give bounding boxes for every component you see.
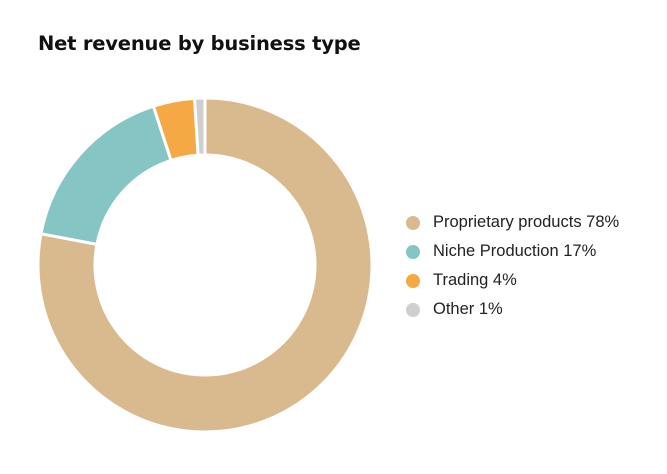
legend-swatch-icon	[406, 215, 420, 230]
donut-slice-proprietary-products	[36, 96, 374, 434]
donut-slices	[36, 96, 374, 434]
legend-swatch-icon	[406, 244, 420, 259]
legend-label: Trading 4%	[433, 271, 517, 289]
legend-label: Niche Production 17%	[433, 242, 597, 260]
donut-slice-niche-production	[39, 104, 173, 247]
legend-item-niche-production: Niche Production 17%	[406, 237, 619, 266]
donut-slice-other	[192, 96, 207, 157]
legend-item-proprietary-products: Proprietary products 78%	[406, 208, 619, 237]
legend-label: Other 1%	[433, 300, 503, 318]
legend: Proprietary products 78% Niche Productio…	[406, 208, 619, 324]
legend-swatch-icon	[406, 302, 420, 317]
chart-title: Net revenue by business type	[38, 32, 361, 55]
legend-label: Proprietary products 78%	[433, 213, 620, 231]
legend-item-trading: Trading 4%	[406, 266, 619, 295]
legend-item-other: Other 1%	[406, 295, 619, 324]
legend-swatch-icon	[406, 273, 420, 288]
